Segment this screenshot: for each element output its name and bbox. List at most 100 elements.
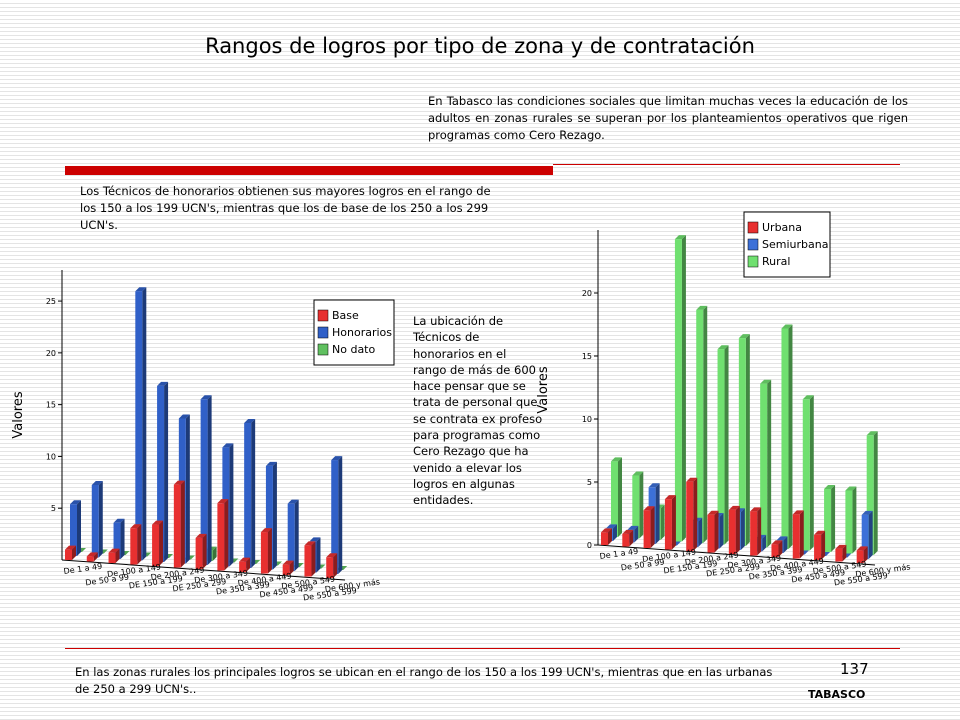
bar-top: [648, 483, 660, 488]
bar-top: [728, 505, 740, 510]
bar: [217, 503, 225, 571]
x-axis: [597, 544, 876, 566]
bar-top: [239, 557, 251, 562]
bar-side: [98, 481, 103, 558]
bar: [157, 385, 165, 562]
bar: [835, 548, 843, 562]
x-tick-label: De 1 a 49: [63, 562, 103, 576]
bar-side: [757, 507, 762, 556]
bar: [750, 511, 758, 556]
bar-side: [224, 499, 229, 571]
bar: [738, 338, 746, 546]
bar-top: [760, 379, 772, 384]
legend-swatch: [747, 221, 759, 234]
bar-side: [809, 395, 814, 551]
bar-side: [693, 477, 698, 551]
bar: [707, 514, 715, 553]
bar-side: [207, 395, 212, 565]
red-bar: [65, 166, 553, 175]
legend-label: Base: [332, 309, 359, 322]
bar-side: [93, 552, 98, 562]
bar: [866, 435, 874, 555]
bar-top: [611, 457, 622, 462]
bar: [152, 524, 160, 566]
bar-side: [868, 510, 873, 559]
bar-top: [217, 499, 229, 504]
bar: [601, 532, 608, 545]
legend-swatch: [747, 238, 759, 251]
legend-label: Semiurbana: [762, 238, 828, 251]
legend-label: Honorarios: [332, 326, 392, 339]
bar: [260, 532, 268, 574]
note-middle: La ubicación de Técnicos de honorarios e…: [413, 314, 543, 508]
bar: [696, 309, 704, 543]
bar: [717, 349, 725, 545]
bar-side: [745, 334, 750, 546]
bar: [856, 550, 864, 563]
bar-top: [130, 524, 142, 529]
bar-side: [115, 548, 120, 563]
bar-top: [835, 544, 847, 549]
bar-top: [802, 395, 814, 400]
bar: [108, 552, 116, 563]
red-rule: [553, 164, 900, 165]
y-tick-label: 15: [582, 352, 592, 361]
bar-top: [776, 536, 788, 541]
legend-swatch: [317, 309, 329, 322]
bar-side: [333, 553, 338, 578]
bar: [331, 460, 339, 574]
bar-top: [282, 560, 294, 565]
page-number: 137: [840, 660, 869, 678]
bar-side: [272, 461, 277, 570]
bar-top: [856, 546, 868, 551]
bar: [674, 239, 682, 542]
bar: [287, 503, 295, 571]
bar-top: [771, 540, 783, 545]
bar-side: [316, 537, 321, 573]
bar-side: [251, 419, 256, 568]
bar-side: [267, 528, 272, 574]
bar-side: [311, 541, 316, 577]
bar-side: [714, 510, 719, 553]
y-tick-label: 5: [51, 504, 56, 513]
bar-side: [821, 530, 826, 560]
bar-side: [681, 235, 686, 542]
bar-side: [655, 483, 660, 544]
legend-label: No dato: [332, 343, 375, 356]
bar-side: [698, 517, 703, 547]
bar-side: [120, 518, 125, 559]
bar-side: [724, 345, 729, 545]
bar-side: [294, 499, 299, 571]
bar: [113, 522, 121, 559]
bar-top: [65, 545, 76, 550]
bar-side: [660, 504, 665, 540]
bar-side: [788, 324, 793, 549]
slide-title: Rangos de logros por tipo de zona y de c…: [205, 34, 755, 58]
bar-top: [108, 548, 120, 553]
legend-swatch: [747, 255, 759, 268]
bar-side: [246, 557, 251, 572]
bar-top: [738, 334, 750, 339]
bar-top: [606, 524, 617, 529]
x-axis: [61, 559, 346, 581]
legend-swatch: [317, 326, 329, 339]
bar: [200, 399, 208, 565]
bar-side: [613, 524, 617, 541]
bar: [771, 544, 779, 557]
bar-top: [304, 541, 316, 546]
bar-side: [180, 480, 185, 568]
bar: [824, 489, 832, 552]
bar-top: [696, 305, 708, 310]
y-tick-label: 20: [582, 289, 592, 298]
bar-top: [643, 506, 655, 511]
bar-side: [634, 525, 639, 543]
bar-side: [77, 500, 81, 556]
bar-top: [717, 345, 729, 350]
bar-top: [113, 518, 125, 523]
bar-top: [309, 537, 321, 542]
bar-side: [137, 524, 142, 565]
bar-top: [70, 500, 81, 505]
bar: [632, 475, 640, 539]
intro-text: En Tabasco las condiciones sociales que …: [428, 94, 908, 142]
